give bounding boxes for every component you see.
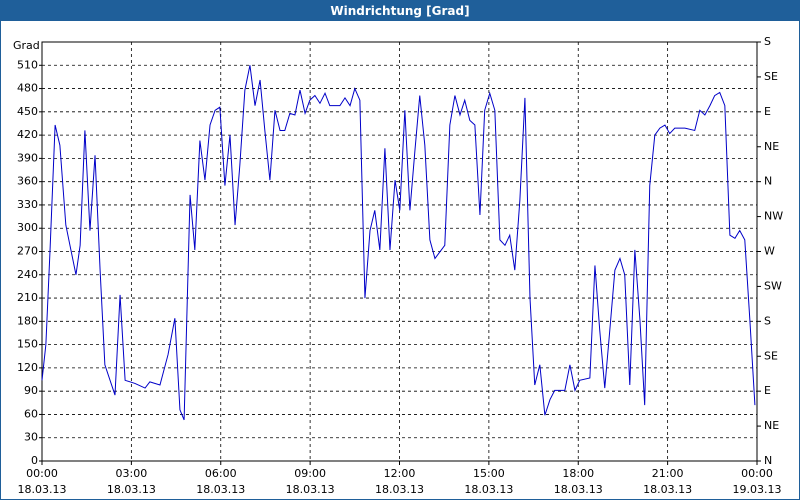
y-tick-label: 300 [17, 221, 38, 234]
x-tick-label: 00:00 [26, 467, 58, 480]
y-tick-label: 480 [17, 82, 38, 95]
x-tick-date: 18.03.13 [464, 483, 513, 496]
x-tick-date: 18.03.13 [375, 483, 424, 496]
y2-tick-label: S [764, 314, 771, 327]
y-tick-label: 510 [17, 58, 38, 71]
x-tick-date: 19.03.13 [733, 483, 782, 496]
y-tick-label: 60 [24, 407, 38, 420]
y2-tick-label: NE [764, 419, 779, 432]
y-tick-label: 360 [17, 175, 38, 188]
y-tick-label: 90 [24, 384, 38, 397]
y2-tick-label: E [764, 105, 771, 118]
y-tick-label: 450 [17, 105, 38, 118]
y-tick-label: 0 [31, 454, 38, 467]
x-tick-label: 00:00 [741, 467, 773, 480]
x-tick-date: 18.03.13 [286, 483, 335, 496]
y-tick-label: 420 [17, 128, 38, 141]
x-tick-date: 18.03.13 [554, 483, 603, 496]
y-axis-label: Grad [13, 39, 40, 52]
x-tick-label: 12:00 [384, 467, 416, 480]
x-tick-label: 18:00 [562, 467, 594, 480]
y-tick-label: 120 [17, 361, 38, 374]
y-tick-label: 180 [17, 314, 38, 327]
y2-tick-label: N [764, 454, 772, 467]
y2-tick-label: SW [764, 279, 782, 292]
y-tick-label: 150 [17, 338, 38, 351]
y-tick-label: 330 [17, 198, 38, 211]
y2-tick-label: N [764, 175, 772, 188]
y2-tick-label: NW [764, 210, 783, 223]
x-tick-date: 18.03.13 [643, 483, 692, 496]
x-tick-label: 09:00 [294, 467, 326, 480]
x-tick-date: 18.03.13 [107, 483, 156, 496]
x-tick-label: 21:00 [652, 467, 684, 480]
plot-border [41, 41, 758, 462]
y2-tick-label: W [764, 245, 775, 258]
chart-title: Windrichtung [Grad] [330, 4, 470, 18]
y2-tick-label: E [764, 384, 771, 397]
y-tick-label: 210 [17, 291, 38, 304]
data-line [41, 65, 756, 421]
x-tick-date: 18.03.13 [18, 483, 67, 496]
chart: Grad 0 30 60 90 120 150 180 210 240 270 300 330 360 3… [13, 35, 783, 496]
y2-tick-label: S [764, 35, 771, 48]
y-tick-label: 270 [17, 245, 38, 258]
y-tick-label: 30 [24, 431, 38, 444]
y2-tick-label: NE [764, 140, 779, 153]
x-tick-date: 18.03.13 [196, 483, 245, 496]
x-tick-label: 15:00 [473, 467, 505, 480]
y2-tick-label: SE [764, 349, 778, 362]
y-tick-label: 240 [17, 268, 38, 281]
x-tick-label: 06:00 [205, 467, 237, 480]
title-bar: Windrichtung [Grad] [1, 1, 799, 21]
x-tick-label: 03:00 [116, 467, 148, 480]
y-tick-label: 390 [17, 151, 38, 164]
y2-tick-label: SE [764, 70, 778, 83]
